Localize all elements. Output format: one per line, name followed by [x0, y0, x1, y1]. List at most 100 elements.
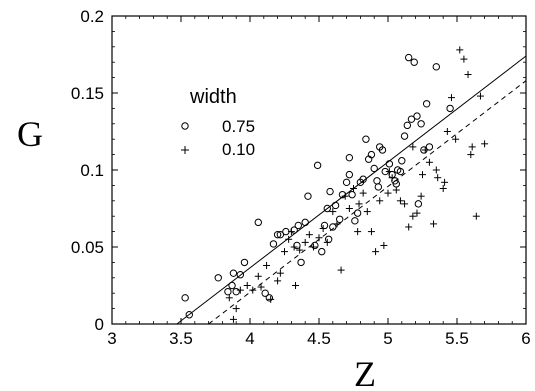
data-points	[181, 46, 489, 323]
data-point-circle	[422, 100, 431, 108]
data-point-plus	[417, 192, 425, 200]
data-point-circle	[304, 192, 312, 200]
data-point-circle	[446, 104, 454, 113]
data-point-plus	[413, 209, 421, 217]
data-point-circle	[345, 153, 354, 162]
y-axis-label: G	[17, 114, 43, 154]
data-point-circle	[396, 167, 405, 176]
data-point-circle	[398, 157, 406, 165]
data-point-plus	[380, 241, 388, 249]
data-point-plus	[232, 305, 240, 313]
data-point-circle	[318, 247, 326, 256]
legend: width 0.75 0.10	[181, 86, 255, 159]
data-point-plus	[372, 248, 380, 256]
data-point-plus	[481, 140, 489, 148]
x-tick-label: 3.5	[169, 329, 193, 348]
data-point-plus	[409, 143, 417, 151]
data-point-circle	[407, 115, 416, 123]
y-tick-label: 0.1	[80, 161, 104, 180]
data-point-plus	[354, 228, 362, 236]
legend-marker-circle	[181, 122, 189, 130]
data-point-plus	[301, 238, 309, 246]
y-tick-label: 0.2	[80, 7, 104, 26]
data-point-circle	[331, 201, 340, 210]
data-point-plus	[350, 184, 357, 192]
y-tick-label: 0.05	[71, 238, 104, 257]
data-point-circle	[432, 63, 440, 71]
data-point-plus	[319, 225, 327, 233]
data-point-circle	[269, 240, 278, 248]
data-point-circle	[370, 164, 378, 173]
y-tick-label: 0	[95, 315, 104, 334]
x-tick-label: 4	[245, 329, 254, 348]
data-point-circle	[326, 187, 334, 196]
y-tick-label: 0.15	[71, 84, 104, 103]
data-point-plus	[384, 189, 392, 197]
data-point-plus	[430, 220, 438, 228]
data-point-circle	[336, 215, 344, 223]
data-point-circle	[413, 112, 421, 120]
data-point-circle	[313, 161, 322, 170]
data-point-plus	[341, 192, 349, 200]
legend-label-0: 0.75	[222, 117, 255, 136]
data-point-plus	[345, 205, 353, 212]
data-point-circle	[329, 223, 337, 231]
data-point-plus	[439, 184, 447, 192]
data-point-plus	[276, 269, 284, 277]
data-point-plus	[363, 208, 371, 216]
legend-label-1: 0.10	[222, 140, 255, 159]
data-point-plus	[257, 283, 265, 291]
data-point-plus	[236, 286, 244, 294]
data-point-circle	[301, 218, 309, 227]
data-point-circle	[342, 178, 351, 187]
data-point-plus	[337, 266, 345, 274]
data-point-circle	[320, 221, 329, 230]
axis-ticks: 3 3.5 4 4.5 5 5.5 6 0 0.05 0.1 0.15 0.2	[71, 7, 531, 348]
data-point-plus	[292, 282, 300, 289]
data-point-circle	[425, 143, 434, 151]
data-point-plus	[315, 234, 323, 242]
data-point-circle	[324, 235, 333, 244]
data-point-plus	[249, 286, 257, 294]
data-point-circle	[323, 204, 331, 213]
data-point-plus	[452, 135, 460, 143]
data-point-plus	[447, 94, 455, 102]
data-point-plus	[287, 228, 295, 236]
data-point-circle	[405, 53, 413, 62]
data-point-circle	[254, 218, 262, 227]
data-point-plus	[225, 294, 233, 302]
data-point-plus	[472, 212, 480, 220]
data-point-plus	[229, 315, 237, 323]
x-tick-label: 6	[521, 329, 530, 348]
data-point-plus	[434, 174, 442, 182]
x-axis-label: Z	[354, 354, 376, 391]
data-point-circle	[293, 241, 301, 250]
data-point-plus	[476, 92, 484, 100]
data-point-circle	[276, 230, 285, 239]
data-point-plus	[425, 158, 433, 166]
data-point-plus	[267, 295, 275, 303]
data-point-circle	[410, 58, 418, 66]
data-point-plus	[281, 248, 288, 256]
data-point-plus	[432, 166, 440, 174]
data-point-circle	[353, 209, 362, 217]
data-point-plus	[376, 197, 384, 205]
data-point-plus	[392, 186, 400, 194]
fit-line-series-0	[176, 55, 527, 325]
data-point-plus	[290, 243, 298, 251]
data-point-plus	[296, 246, 304, 254]
data-point-circle	[229, 269, 238, 277]
data-point-plus	[467, 151, 475, 159]
data-point-circle	[359, 175, 367, 183]
data-point-circle	[273, 230, 282, 239]
legend-title: width	[189, 86, 237, 108]
data-point-plus	[441, 178, 449, 186]
data-point-circle	[297, 258, 305, 267]
data-point-circle	[265, 294, 274, 302]
x-tick-label: 4.5	[307, 329, 331, 348]
data-point-plus	[263, 261, 271, 269]
data-point-plus	[385, 168, 393, 176]
data-point-plus	[443, 128, 451, 135]
data-point-plus	[285, 235, 293, 243]
